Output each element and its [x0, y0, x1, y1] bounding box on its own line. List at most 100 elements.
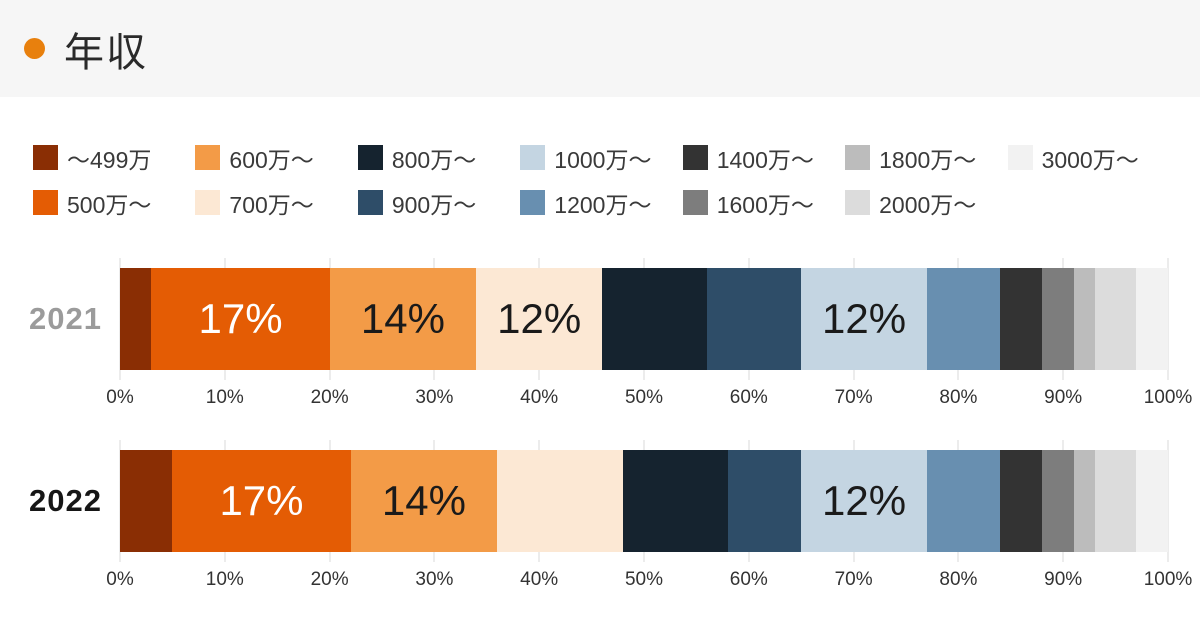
legend-swatch-icon: [357, 145, 383, 170]
bar-segment: [623, 450, 728, 552]
legend-item: 1200万〜: [520, 190, 682, 218]
tick-label: 20%: [310, 569, 349, 590]
bar-segment: [1042, 268, 1074, 370]
bar-segment: [1073, 268, 1095, 370]
bar-segment: [926, 268, 1001, 370]
bar-segment-label: 14%: [360, 295, 445, 342]
bar-segment: [1094, 268, 1137, 370]
legend-item: 900万〜: [357, 190, 520, 218]
bar-segment-label: 12%: [497, 295, 582, 342]
tick-label: 40%: [520, 387, 559, 408]
legend-label: 1200万〜: [554, 191, 652, 218]
bar-segment: [1094, 450, 1137, 552]
bar-segment: 14%: [329, 268, 477, 370]
legend-item: 600万〜: [195, 145, 357, 173]
legend-label: 2000万〜: [879, 191, 977, 218]
bar-segment-label: 17%: [198, 295, 283, 342]
legend-label: 3000万〜: [1041, 146, 1139, 173]
legend-label: 1000万〜: [554, 146, 652, 173]
stacked-bar: 17% 14% 12% 12%: [120, 268, 1168, 370]
bar-segment: 17%: [151, 268, 330, 370]
bar-segment: [1000, 450, 1043, 552]
bar-segment: [1136, 450, 1168, 552]
bar-segment: 12%: [801, 450, 927, 552]
tick-label: 0%: [106, 569, 134, 590]
legend-swatch-icon: [682, 190, 708, 215]
bar-segment: [1073, 450, 1095, 552]
legend-label: 1600万〜: [716, 191, 814, 218]
legend-item: 800万〜: [357, 145, 520, 173]
legend-item: 700万〜: [195, 190, 357, 218]
legend-swatch-icon: [357, 190, 383, 215]
plot-area: 17% 14% 12%: [119, 440, 1169, 562]
plot-area: 17% 14% 12% 12%: [119, 258, 1169, 380]
bar-segment: 12%: [476, 268, 603, 370]
bar-segment: [727, 450, 802, 552]
tick-label: 60%: [729, 569, 768, 590]
gridline: [1167, 258, 1169, 380]
legend-swatch-icon: [195, 145, 221, 170]
x-axis: 0% 10% 20% 30% 40% 50% 60% 70% 80% 90% 100%: [106, 562, 1192, 596]
tick-label: 10%: [205, 387, 244, 408]
tick-label: 20%: [310, 387, 349, 408]
bullet-icon: [24, 38, 45, 59]
legend-swatch-icon: [195, 190, 221, 215]
legend-swatch-icon: [520, 145, 546, 170]
tick-label: 90%: [1044, 569, 1083, 590]
bar-segment: [1000, 268, 1043, 370]
tick-label: 90%: [1044, 387, 1083, 408]
legend-label: 600万〜: [229, 146, 314, 173]
bar-segment: [120, 450, 173, 552]
bar-segment: [120, 268, 152, 370]
legend-item: 1600万〜: [682, 190, 845, 218]
legend-item: 1800万〜: [845, 145, 1007, 173]
legend-item: 3000万〜: [1007, 145, 1170, 173]
bar-segment-label: 12%: [822, 477, 907, 524]
legend-swatch-icon: [845, 190, 871, 215]
legend-label: 〜499万: [67, 146, 152, 173]
bar-segment: [1042, 450, 1074, 552]
year-label: 2022: [29, 483, 102, 518]
tick-label: 60%: [729, 387, 768, 408]
legend-swatch-icon: [33, 145, 58, 170]
legend-swatch-icon: [33, 190, 58, 215]
bar-segment: [926, 450, 1001, 552]
bar-segment: [602, 268, 707, 370]
legend-item: 1000万〜: [520, 145, 682, 173]
legend-item: 1400万〜: [682, 145, 845, 173]
legend-swatch-icon: [682, 145, 708, 170]
tick-label: 80%: [939, 387, 978, 408]
legend-label: 1400万〜: [716, 146, 814, 173]
bar-segment-label: 14%: [381, 477, 466, 524]
stacked-bar: 17% 14% 12%: [120, 450, 1168, 552]
legend-item: 500万〜: [33, 190, 195, 218]
tick-label: 30%: [415, 569, 454, 590]
tick-label: 50%: [624, 387, 664, 408]
legend-item: 2000万〜: [845, 190, 1007, 218]
legend-swatch-icon: [845, 145, 871, 170]
legend-item: 〜499万: [33, 145, 195, 173]
legend-swatch-icon: [520, 190, 546, 215]
header-section: 年収: [0, 0, 1200, 97]
bar-segment-label: 17%: [219, 477, 304, 524]
tick-label: 30%: [415, 387, 454, 408]
tick-label: 70%: [834, 569, 873, 590]
bar-segment: [497, 450, 624, 552]
bar-segment: 14%: [350, 450, 498, 552]
chart-2022: 2022 17% 14% 12% 0% 10% 20% 30% 40% 50% 60% 70% 80% 9…: [29, 440, 1192, 596]
tick-label: 50%: [624, 569, 664, 590]
tick-label: 40%: [520, 569, 559, 590]
page-title: 年収: [64, 30, 148, 75]
year-label: 2021: [29, 301, 102, 336]
tick-label: 80%: [939, 569, 978, 590]
tick-label: 70%: [834, 387, 873, 408]
x-axis: 0% 10% 20% 30% 40% 50% 60% 70% 80% 90% 100%: [106, 380, 1192, 414]
bar-segment: 17%: [172, 450, 351, 552]
charts-container: 2021 17% 14% 12% 12% 0% 10% 20% 30% 40% 50% 60% 70% 8…: [0, 258, 1200, 596]
chart-2021: 2021 17% 14% 12% 12% 0% 10% 20% 30% 40% 50% 60% 70% 8…: [29, 258, 1192, 414]
legend-label: 900万〜: [391, 191, 477, 218]
tick-label: 100%: [1143, 387, 1193, 408]
tick-label: 100%: [1143, 569, 1193, 590]
legend-label: 700万〜: [229, 191, 314, 218]
tick-label: 10%: [205, 569, 244, 590]
